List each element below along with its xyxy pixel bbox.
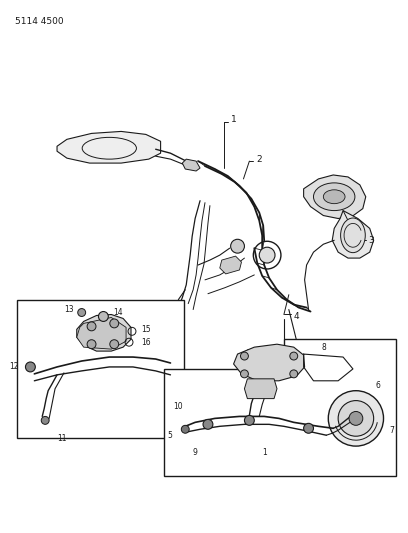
Circle shape <box>244 415 254 425</box>
Circle shape <box>290 352 298 360</box>
Polygon shape <box>57 132 161 163</box>
Circle shape <box>87 340 96 349</box>
Text: 3: 3 <box>369 236 375 245</box>
Polygon shape <box>77 314 131 351</box>
Circle shape <box>25 362 35 372</box>
Text: 13: 13 <box>64 305 74 314</box>
Text: 16: 16 <box>141 338 151 346</box>
Circle shape <box>349 411 363 425</box>
Text: 7: 7 <box>390 426 394 435</box>
Text: 6: 6 <box>376 381 381 390</box>
Text: 15: 15 <box>141 325 151 334</box>
Ellipse shape <box>324 190 345 204</box>
Text: 1: 1 <box>231 115 236 124</box>
Text: 11: 11 <box>57 434 67 443</box>
Bar <box>17 300 184 438</box>
Circle shape <box>240 370 248 378</box>
Circle shape <box>240 352 248 360</box>
Circle shape <box>41 416 49 424</box>
Polygon shape <box>220 256 242 274</box>
Circle shape <box>304 423 313 433</box>
Circle shape <box>338 401 374 436</box>
Text: 9: 9 <box>193 448 197 457</box>
Circle shape <box>290 370 298 378</box>
Circle shape <box>259 247 275 263</box>
Circle shape <box>328 391 384 446</box>
Polygon shape <box>304 175 366 219</box>
Circle shape <box>110 340 119 349</box>
Circle shape <box>203 419 213 429</box>
Polygon shape <box>164 339 396 476</box>
Polygon shape <box>234 344 305 381</box>
Ellipse shape <box>313 183 355 211</box>
Polygon shape <box>182 159 200 171</box>
Text: 5: 5 <box>168 431 173 440</box>
Circle shape <box>181 425 189 433</box>
Circle shape <box>78 309 86 317</box>
Text: 4: 4 <box>294 312 299 321</box>
Text: 2: 2 <box>256 155 262 164</box>
Text: 8: 8 <box>322 343 326 352</box>
Text: 10: 10 <box>174 402 183 411</box>
Polygon shape <box>77 318 126 349</box>
Text: 5114 4500: 5114 4500 <box>15 17 63 26</box>
Circle shape <box>231 239 244 253</box>
Circle shape <box>110 319 119 328</box>
Polygon shape <box>332 211 374 258</box>
Circle shape <box>98 311 108 321</box>
Text: 14: 14 <box>113 308 123 317</box>
Text: 12: 12 <box>9 362 18 372</box>
Text: 1: 1 <box>262 448 266 457</box>
Ellipse shape <box>341 218 365 253</box>
Polygon shape <box>244 379 277 399</box>
Circle shape <box>87 322 96 331</box>
